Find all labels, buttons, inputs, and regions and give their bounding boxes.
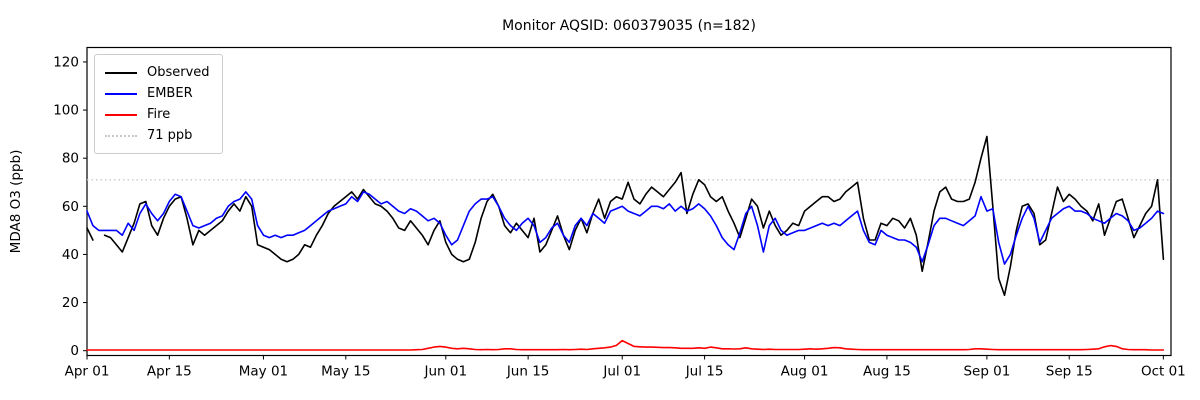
observed-line-sample — [105, 71, 137, 74]
legend-label-observed: Observed — [147, 65, 210, 80]
legend-label-threshold: 71 ppb — [147, 128, 193, 143]
y-tick-label: 120 — [53, 54, 79, 70]
legend-item-observed: Observed — [105, 62, 210, 83]
legend-item-fire: Fire — [105, 104, 210, 125]
x-tick-label: Aug 15 — [863, 364, 911, 380]
y-tick-label: 40 — [62, 247, 79, 263]
x-tick-label: Apr 01 — [65, 364, 110, 380]
x-tick-label: Apr 15 — [147, 364, 192, 380]
y-tick-label: 100 — [53, 103, 79, 119]
x-tick-label: Sep 01 — [963, 364, 1010, 380]
chart-title: Monitor AQSID: 060379035 (n=182) — [502, 18, 756, 34]
ember-line — [86, 191, 1165, 265]
y-tick-label: 80 — [62, 151, 79, 167]
x-tick-label: Jul 01 — [602, 364, 641, 380]
x-tick-label: Aug 01 — [781, 364, 829, 380]
legend: Observed EMBER Fire 71 ppb — [94, 54, 223, 154]
legend-item-threshold: 71 ppb — [105, 125, 210, 146]
x-tick-label: Jun 01 — [423, 364, 467, 380]
x-tick-label: May 15 — [321, 364, 370, 380]
observed-line — [86, 135, 1165, 297]
y-tick-label: 20 — [62, 295, 79, 311]
plot-area — [86, 46, 1172, 357]
y-axis-label: MDA8 O3 (ppb) — [8, 150, 24, 254]
legend-label-fire: Fire — [147, 107, 171, 122]
x-tick-label: May 01 — [239, 364, 288, 380]
legend-label-ember: EMBER — [147, 86, 193, 101]
legend-item-ember: EMBER — [105, 83, 210, 104]
fire-line-sample — [105, 113, 137, 116]
fire-line — [86, 339, 1165, 351]
x-tick-label: Jun 15 — [506, 364, 550, 380]
x-tick-label: Jul 15 — [685, 364, 724, 380]
y-tick-label: 0 — [70, 343, 79, 359]
x-tick-label: Sep 15 — [1046, 364, 1093, 380]
ember-line-sample — [105, 92, 137, 95]
x-tick-label: Oct 01 — [1141, 364, 1186, 380]
y-tick-label: 60 — [62, 199, 79, 215]
threshold-line-sample — [105, 134, 137, 137]
